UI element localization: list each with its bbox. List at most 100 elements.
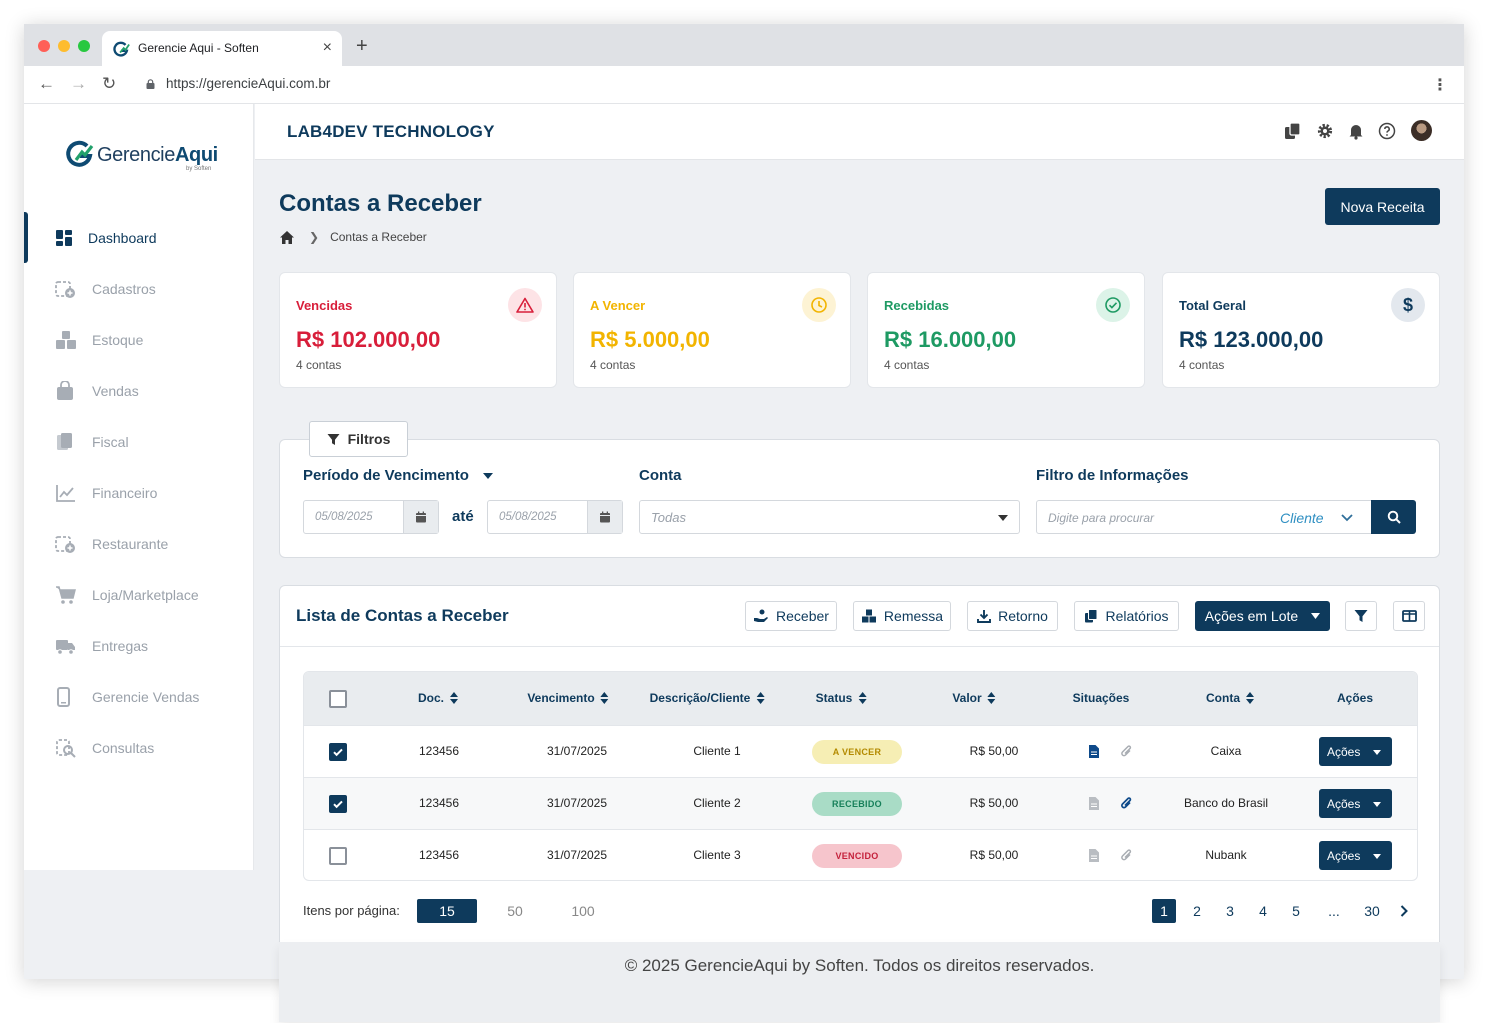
row-acoes-button[interactable]: Ações bbox=[1319, 737, 1392, 766]
sidebar-item-financeiro[interactable]: Financeiro bbox=[24, 467, 253, 518]
sidebar-item-estoque[interactable]: Estoque bbox=[24, 314, 253, 365]
column-header-conta[interactable]: Conta bbox=[1206, 691, 1254, 705]
search-input[interactable]: Digite para procurar Cliente bbox=[1036, 500, 1372, 534]
back-icon[interactable]: ← bbox=[38, 74, 55, 93]
sidebar-item-label: Entregas bbox=[92, 637, 149, 654]
close-tab-icon[interactable]: × bbox=[322, 39, 332, 56]
reload-icon[interactable]: ↻ bbox=[102, 74, 117, 93]
forward-icon[interactable]: → bbox=[70, 74, 87, 93]
next-page-icon[interactable] bbox=[1394, 899, 1414, 923]
search-type-select[interactable]: Cliente bbox=[1280, 510, 1324, 526]
calendar-icon[interactable] bbox=[403, 501, 438, 533]
column-header-label: Status bbox=[815, 691, 853, 705]
status-badge: A VENCER bbox=[812, 740, 902, 764]
date-to-value: 05/08/2025 bbox=[499, 511, 557, 523]
table-header: Doc. Vencimento Descrição/Cliente Status… bbox=[304, 672, 1417, 725]
page-3[interactable]: 3 bbox=[1226, 903, 1234, 919]
column-header-doc[interactable]: Doc. bbox=[418, 691, 459, 705]
calendar-icon[interactable] bbox=[587, 501, 622, 533]
sidebar-item-cadastros[interactable]: Cadastros bbox=[24, 263, 253, 314]
new-tab-icon[interactable]: + bbox=[356, 35, 368, 57]
acoes-em-lote-button[interactable]: Ações em Lote bbox=[1195, 601, 1330, 631]
card-total-geral[interactable]: Total Geral R$ 123.000,00 4 contas $ bbox=[1162, 272, 1440, 388]
column-header-valor[interactable]: Valor bbox=[952, 691, 996, 705]
row-checkbox[interactable] bbox=[329, 795, 347, 813]
table-row[interactable]: 123456 31/07/2025 Cliente 2 RECEBIDO R$ … bbox=[304, 777, 1417, 829]
column-header-label: Situações bbox=[1072, 691, 1130, 705]
cell-cliente: Cliente 2 bbox=[693, 796, 741, 810]
nova-receita-button[interactable]: Nova Receita bbox=[1325, 188, 1440, 225]
browser-tab[interactable]: Gerencie Aqui - Soften × bbox=[102, 31, 342, 66]
per-page-option-50[interactable]: 50 bbox=[507, 903, 523, 919]
chevron-down-icon[interactable] bbox=[1341, 514, 1353, 522]
column-header-label: Ações bbox=[1336, 691, 1374, 705]
row-checkbox[interactable] bbox=[329, 743, 347, 761]
warning-icon bbox=[508, 288, 542, 322]
sidebar-item-restaurante[interactable]: Restaurante bbox=[24, 518, 253, 569]
relatorios-button[interactable]: Relatórios bbox=[1074, 601, 1179, 631]
sidebar-item-consultas[interactable]: Consultas bbox=[24, 722, 253, 773]
gerencie-favicon-icon bbox=[113, 41, 130, 57]
filter-toggle-button[interactable] bbox=[1345, 601, 1377, 631]
date-to-field[interactable]: 05/08/2025 bbox=[487, 500, 623, 534]
per-page-option-100[interactable]: 100 bbox=[571, 903, 595, 919]
sidebar-item-loja-marketplace[interactable]: Loja/Marketplace bbox=[24, 569, 253, 620]
column-header-descricao-cliente[interactable]: Descrição/Cliente bbox=[650, 691, 765, 705]
card-label: Recebidas bbox=[884, 298, 950, 313]
filters-panel: Período de Vencimento 05/08/2025 até 05/… bbox=[279, 439, 1440, 558]
browser-menu-icon[interactable]: ⋮ bbox=[1432, 77, 1448, 94]
maximize-window-dot[interactable] bbox=[78, 40, 90, 52]
avatar[interactable] bbox=[1411, 120, 1432, 141]
bell-icon[interactable] bbox=[1347, 122, 1365, 140]
card-recebidas[interactable]: Recebidas R$ 16.000,00 4 contas bbox=[867, 272, 1145, 388]
cell-conta: Caixa bbox=[1210, 744, 1242, 758]
document-icon[interactable] bbox=[1088, 796, 1100, 811]
table-row[interactable]: 123456 31/07/2025 Cliente 3 VENCIDO R$ 5… bbox=[304, 829, 1417, 880]
row-checkbox[interactable] bbox=[329, 847, 347, 865]
retorno-button[interactable]: Retorno bbox=[967, 601, 1058, 631]
help-icon[interactable] bbox=[1378, 122, 1396, 140]
conta-select[interactable]: Todas bbox=[639, 500, 1020, 534]
filtros-tab[interactable]: Filtros bbox=[309, 421, 408, 457]
sidebar-item-entregas[interactable]: Entregas bbox=[24, 620, 253, 671]
sidebar-item-vendas[interactable]: Vendas bbox=[24, 365, 253, 416]
search-button[interactable] bbox=[1371, 500, 1416, 534]
per-page-option-15[interactable]: 15 bbox=[417, 899, 477, 923]
card-vencidas[interactable]: Vencidas R$ 102.000,00 4 contas bbox=[279, 272, 557, 388]
row-acoes-button[interactable]: Ações bbox=[1319, 789, 1392, 818]
check-circle-icon bbox=[1096, 288, 1130, 322]
page-4[interactable]: 4 bbox=[1259, 903, 1267, 919]
sidebar-item-dashboard[interactable]: Dashboard bbox=[24, 212, 253, 263]
copy-icon[interactable] bbox=[1284, 122, 1302, 140]
columns-toggle-button[interactable] bbox=[1393, 601, 1425, 631]
minimize-window-dot[interactable] bbox=[58, 40, 70, 52]
paperclip-icon[interactable] bbox=[1120, 848, 1133, 863]
page-2[interactable]: 2 bbox=[1193, 903, 1201, 919]
row-acoes-button[interactable]: Ações bbox=[1319, 841, 1392, 870]
page-1[interactable]: 1 bbox=[1152, 899, 1176, 923]
brand-logo[interactable]: GerencieAqui by Soften bbox=[64, 136, 234, 176]
sidebar-item-label: Restaurante bbox=[92, 535, 169, 552]
page-5[interactable]: 5 bbox=[1292, 903, 1300, 919]
table-row[interactable]: 123456 31/07/2025 Cliente 1 A VENCER R$ … bbox=[304, 725, 1417, 777]
column-header-vencimento[interactable]: Vencimento bbox=[527, 691, 609, 705]
home-icon[interactable] bbox=[279, 230, 295, 245]
document-icon[interactable] bbox=[1088, 848, 1100, 863]
list-header: Lista de Contas a Receber Receber Remess… bbox=[280, 586, 1439, 647]
close-window-dot[interactable] bbox=[38, 40, 50, 52]
column-header-status[interactable]: Status bbox=[816, 691, 867, 705]
paperclip-icon[interactable] bbox=[1120, 744, 1133, 759]
sidebar-item-gerencie-vendas[interactable]: Gerencie Vendas bbox=[24, 671, 253, 722]
card-a-vencer[interactable]: A Vencer R$ 5.000,00 4 contas bbox=[573, 272, 851, 388]
page-30[interactable]: 30 bbox=[1364, 903, 1380, 919]
document-icon[interactable] bbox=[1088, 744, 1100, 759]
url-field[interactable]: https://gerencieAqui.com.br bbox=[166, 76, 331, 91]
receber-button[interactable]: Receber bbox=[745, 601, 837, 631]
gear-icon[interactable] bbox=[1316, 122, 1334, 140]
paperclip-icon[interactable] bbox=[1120, 796, 1133, 811]
remessa-button[interactable]: Remessa bbox=[853, 601, 951, 631]
select-all-checkbox[interactable] bbox=[329, 690, 347, 708]
date-from-field[interactable]: 05/08/2025 bbox=[303, 500, 439, 534]
periodo-label[interactable]: Período de Vencimento bbox=[303, 467, 494, 484]
sidebar-item-fiscal[interactable]: Fiscal bbox=[24, 416, 253, 467]
